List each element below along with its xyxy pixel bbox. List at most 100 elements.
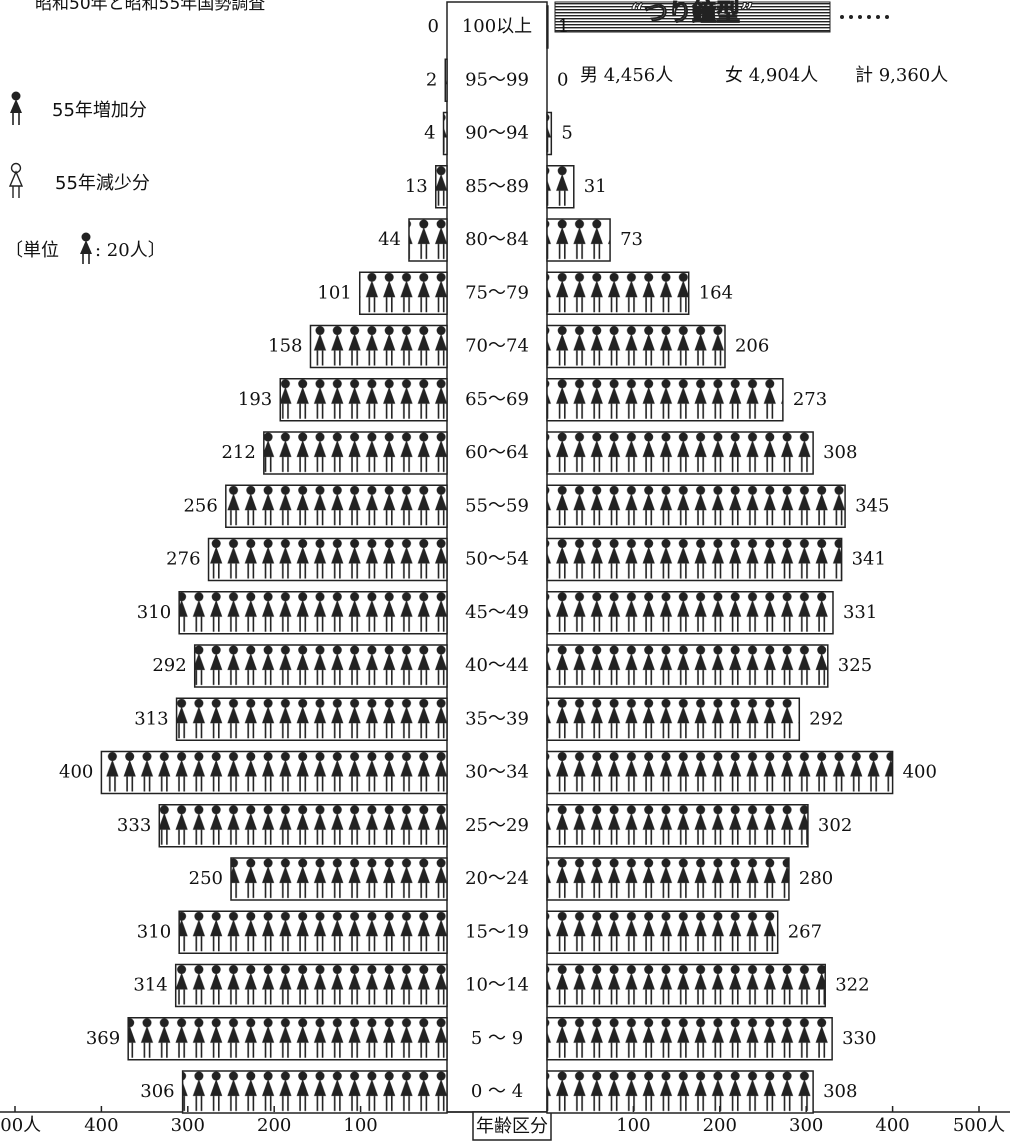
bar: [546, 1017, 833, 1061]
value-label: 193: [238, 389, 272, 410]
value-label: 212: [221, 442, 255, 463]
bar: [158, 804, 448, 848]
value-label: 273: [793, 389, 827, 410]
age-label: 0 ～ 4: [471, 1081, 523, 1102]
age-label: 60～64: [465, 442, 529, 463]
value-label: 4: [424, 123, 435, 144]
axis-label-box: [472, 1111, 552, 1141]
age-label: 80～84: [465, 229, 529, 250]
value-label: 280: [799, 868, 833, 889]
value-label: 292: [809, 708, 843, 729]
total-male: 男 4,456人: [580, 65, 673, 86]
bar: [546, 1070, 814, 1114]
total-all: 計 9,360人: [855, 65, 948, 86]
bar: [175, 697, 448, 741]
bar: [225, 484, 448, 528]
value-label: 5: [561, 123, 572, 144]
value-label: 306: [140, 1081, 174, 1102]
age-label: 100以上: [462, 16, 532, 37]
value-label: 2: [426, 69, 437, 90]
value-label: 13: [405, 176, 428, 197]
bar: [546, 324, 726, 369]
age-label: 75～79: [465, 282, 529, 303]
bar: [279, 378, 448, 422]
value-label: 310: [137, 602, 171, 623]
bar: [546, 111, 553, 156]
value-label: 73: [620, 229, 643, 250]
value-label: 276: [166, 549, 200, 570]
bar: [174, 963, 448, 1008]
value-label: 325: [838, 655, 872, 676]
value-label: 341: [852, 549, 886, 570]
value-label: 302: [818, 815, 852, 836]
header-dots: [840, 15, 889, 19]
value-label: 313: [134, 708, 168, 729]
age-label: 45～49: [465, 602, 529, 623]
x-tick-label: 300: [789, 1115, 823, 1136]
value-label: 400: [59, 762, 93, 783]
bar: [100, 750, 448, 795]
value-label: 314: [133, 975, 167, 996]
bar: [435, 165, 448, 209]
x-tick-label: 400: [84, 1115, 118, 1136]
age-label: 40～44: [465, 655, 529, 676]
age-label: 65～69: [465, 389, 529, 410]
bar: [546, 697, 801, 741]
bar: [546, 963, 826, 1008]
value-label: 310: [137, 921, 171, 942]
bar: [263, 431, 448, 475]
age-label: 85～89: [465, 176, 529, 197]
bar: [408, 218, 448, 262]
value-label: 322: [835, 975, 869, 996]
age-label: 30～34: [465, 762, 529, 783]
legend-label: 55年減少分: [55, 173, 150, 194]
age-label: 15～19: [465, 921, 529, 942]
x-tick-label: 100: [616, 1115, 650, 1136]
age-label: 55～59: [465, 495, 529, 516]
value-label: 330: [842, 1028, 876, 1049]
bar: [178, 910, 448, 954]
bar: [230, 857, 448, 901]
bar: [193, 644, 448, 688]
value-label: 331: [843, 602, 877, 623]
bar: [309, 324, 448, 369]
x-tick-label: 300: [171, 1115, 205, 1136]
value-label: 164: [699, 282, 733, 303]
age-column: [446, 1, 548, 1113]
bar: [127, 1017, 448, 1061]
bar: [546, 591, 834, 635]
value-label: 44: [378, 229, 401, 250]
value-label: 400: [903, 762, 937, 783]
x-tick-label: 100: [343, 1115, 377, 1136]
bar: [546, 857, 790, 901]
x-tick-label: 200: [257, 1115, 291, 1136]
age-label: 90～94: [465, 123, 529, 144]
value-label: 0: [557, 69, 568, 90]
value-label: 308: [823, 1081, 857, 1102]
unit-label: 〔単位: [5, 240, 59, 261]
value-label: 333: [117, 815, 151, 836]
age-label: 35～39: [465, 708, 529, 729]
total-female: 女 4,904人: [725, 65, 818, 86]
age-label: 70～74: [465, 336, 529, 357]
bar: [546, 750, 894, 795]
legend-label: 55年増加分: [52, 100, 147, 121]
age-label: 5 ～ 9: [471, 1028, 523, 1049]
bar: [546, 378, 784, 422]
value-label: 158: [268, 336, 302, 357]
bar: [358, 271, 448, 315]
bar: [546, 165, 575, 209]
header: “つり鐘型”: [630, 0, 754, 27]
header-box: [554, 1, 831, 33]
bar: [444, 58, 448, 102]
bar: [546, 910, 779, 954]
value-label: 250: [189, 868, 223, 889]
age-label: 95～99: [465, 69, 529, 90]
value-label: 256: [183, 495, 217, 516]
bar: [546, 484, 846, 528]
unit-icon: [80, 232, 92, 264]
bar: [546, 431, 814, 475]
value-label: 1: [558, 16, 569, 37]
value-label: 345: [855, 495, 889, 516]
